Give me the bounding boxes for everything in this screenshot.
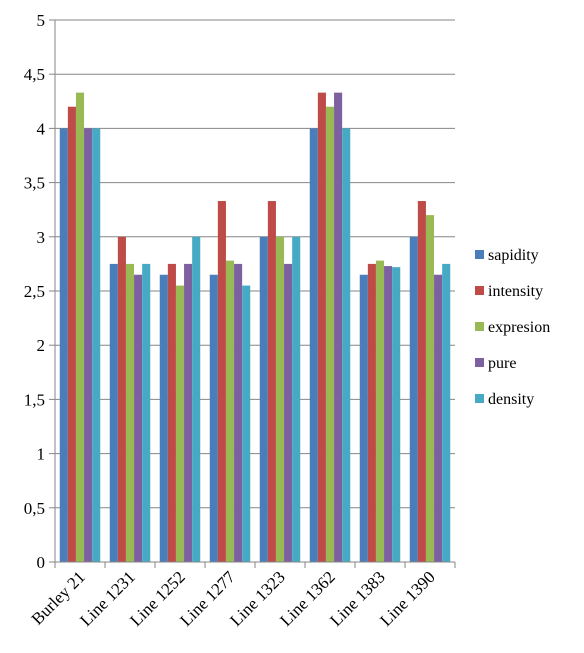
bar-density: [142, 263, 151, 562]
bar-density: [192, 236, 201, 563]
bar-sapidity: [309, 128, 318, 562]
bar-intensity: [217, 201, 226, 562]
bar-pure: [84, 128, 93, 562]
x-tick-label: Line 1390: [376, 567, 439, 630]
bar-density: [242, 285, 251, 562]
bar-intensity: [117, 236, 126, 563]
bar-sapidity: [159, 274, 168, 562]
bar-expresion: [125, 263, 135, 562]
bar-sapidity: [259, 236, 268, 563]
y-tick-label: 2,5: [24, 282, 45, 301]
y-tick-label: 3: [37, 228, 46, 247]
bar-pure: [284, 263, 293, 562]
bar-intensity: [167, 263, 176, 562]
y-tick-label: 4,5: [24, 65, 45, 84]
y-tick-label: 3,5: [24, 174, 45, 193]
bar-expresion: [275, 236, 285, 563]
y-tick-labels: 0 0,5 1 1,5 2 2,5 3 3,5 4 4,5 5: [24, 11, 46, 572]
y-tick-label: 0: [37, 553, 46, 572]
bar-pure: [434, 274, 443, 562]
bar-expresion: [375, 260, 385, 562]
bar-pure: [134, 274, 143, 562]
bar-expresion: [425, 215, 435, 562]
legend-swatch-expresion: [475, 322, 484, 331]
bar-expresion: [175, 285, 185, 562]
legend: sapidity intensity expresion pure density: [475, 247, 550, 408]
legend-label-density: density: [488, 391, 534, 408]
axes: [54, 20, 456, 568]
y-tick-label: 4: [37, 119, 46, 138]
y-tick-label: 1,5: [24, 390, 45, 409]
bar-density: [342, 128, 351, 562]
legend-swatch-intensity: [475, 286, 484, 295]
bar-expresion: [325, 106, 335, 562]
bar-sapidity: [409, 236, 418, 563]
bar-density: [392, 267, 401, 562]
legend-label-intensity: intensity: [488, 283, 543, 300]
bar-intensity: [417, 201, 426, 562]
legend-label-sapidity: sapidity: [488, 247, 539, 264]
legend-label-expresion: expresion: [488, 319, 550, 336]
y-tick-label: 1: [37, 445, 46, 464]
legend-swatch-sapidity: [475, 250, 484, 259]
bar-pure: [184, 263, 193, 562]
bar-intensity: [317, 92, 326, 563]
bar-expresion: [75, 92, 85, 563]
y-tick-label: 2: [37, 336, 46, 355]
bar-density: [292, 236, 301, 563]
legend-swatch-density: [475, 394, 484, 403]
bar-sapidity: [109, 263, 118, 562]
bar-sapidity: [209, 274, 218, 562]
bar-pure: [384, 266, 393, 562]
bar-density: [92, 128, 101, 562]
bar-sapidity: [359, 274, 368, 562]
bar-intensity: [67, 106, 76, 562]
bar-sapidity: [59, 128, 68, 562]
bar-density: [442, 263, 451, 562]
bar-intensity: [267, 201, 276, 562]
bar-expresion: [225, 260, 235, 562]
y-tick-label: 5: [37, 11, 46, 30]
bar-pure: [234, 263, 243, 562]
bar-pure: [334, 92, 343, 563]
bar-intensity: [367, 263, 376, 562]
y-tick-label: 0,5: [24, 499, 45, 518]
legend-swatch-pure: [475, 358, 484, 367]
bars: [59, 92, 451, 563]
legend-label-pure: pure: [488, 355, 516, 372]
